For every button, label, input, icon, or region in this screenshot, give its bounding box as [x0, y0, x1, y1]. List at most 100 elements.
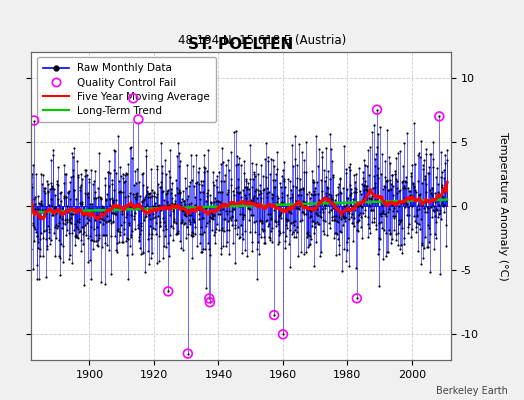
Point — [201, 204, 210, 211]
Point — [119, 171, 127, 177]
Point — [227, 182, 235, 188]
Point — [36, 246, 44, 252]
Point — [236, 211, 244, 218]
Point — [26, 174, 35, 180]
Point — [323, 183, 332, 190]
Point — [237, 211, 246, 218]
Point — [273, 198, 281, 205]
Point — [339, 184, 347, 191]
Point — [218, 145, 226, 151]
Point — [158, 227, 167, 233]
Point — [99, 212, 107, 219]
Point — [161, 226, 170, 232]
Point — [397, 242, 406, 248]
Point — [90, 238, 98, 244]
Point — [141, 204, 149, 210]
Point — [362, 186, 370, 193]
Point — [370, 172, 378, 179]
Point — [407, 169, 416, 176]
Point — [55, 202, 63, 208]
Point — [71, 234, 80, 240]
Point — [75, 216, 83, 222]
Point — [243, 252, 251, 259]
Point — [29, 224, 38, 231]
Point — [108, 198, 117, 205]
Point — [240, 158, 248, 164]
Point — [34, 239, 42, 245]
Point — [125, 202, 133, 208]
Point — [81, 222, 90, 228]
Point — [425, 268, 434, 275]
Point — [43, 188, 52, 194]
Point — [380, 200, 388, 206]
Point — [71, 232, 79, 239]
Point — [398, 185, 407, 192]
Point — [53, 181, 61, 187]
Point — [266, 227, 275, 234]
Point — [181, 220, 190, 226]
Point — [316, 201, 324, 207]
Point — [72, 224, 81, 230]
Point — [90, 178, 98, 184]
Point — [217, 250, 225, 257]
Point — [119, 218, 128, 225]
Point — [325, 191, 334, 198]
Point — [180, 201, 189, 207]
Point — [202, 285, 210, 291]
Point — [392, 231, 400, 237]
Point — [191, 180, 200, 187]
Point — [120, 226, 128, 232]
Point — [108, 210, 116, 216]
Point — [165, 252, 173, 259]
Point — [438, 169, 446, 176]
Point — [315, 221, 323, 227]
Point — [177, 245, 185, 252]
Point — [30, 225, 39, 232]
Point — [48, 203, 57, 210]
Point — [174, 187, 183, 194]
Point — [304, 244, 312, 250]
Point — [422, 188, 430, 195]
Point — [401, 204, 409, 210]
Point — [271, 223, 280, 229]
Point — [268, 191, 277, 197]
Point — [399, 235, 408, 241]
Point — [386, 231, 395, 238]
Point — [320, 166, 328, 173]
Point — [343, 194, 351, 201]
Point — [442, 182, 450, 188]
Point — [292, 234, 300, 240]
Point — [336, 175, 345, 182]
Point — [125, 203, 134, 210]
Point — [345, 164, 353, 171]
Point — [330, 235, 339, 242]
Point — [145, 231, 154, 238]
Point — [104, 169, 112, 175]
Point — [263, 216, 271, 223]
Point — [267, 215, 275, 221]
Point — [380, 158, 389, 164]
Point — [223, 217, 232, 224]
Point — [278, 199, 287, 205]
Point — [378, 202, 387, 209]
Point — [157, 179, 165, 185]
Point — [102, 196, 110, 202]
Point — [100, 182, 108, 188]
Point — [115, 239, 123, 246]
Point — [154, 181, 162, 187]
Point — [334, 214, 343, 220]
Point — [106, 196, 114, 202]
Point — [140, 214, 149, 220]
Point — [66, 218, 74, 225]
Point — [233, 184, 242, 190]
Point — [316, 249, 325, 255]
Point — [322, 189, 331, 196]
Point — [347, 220, 356, 226]
Point — [375, 283, 383, 289]
Point — [225, 214, 234, 221]
Point — [110, 210, 118, 216]
Point — [231, 222, 239, 228]
Point — [33, 262, 41, 268]
Point — [418, 202, 426, 208]
Point — [209, 169, 217, 176]
